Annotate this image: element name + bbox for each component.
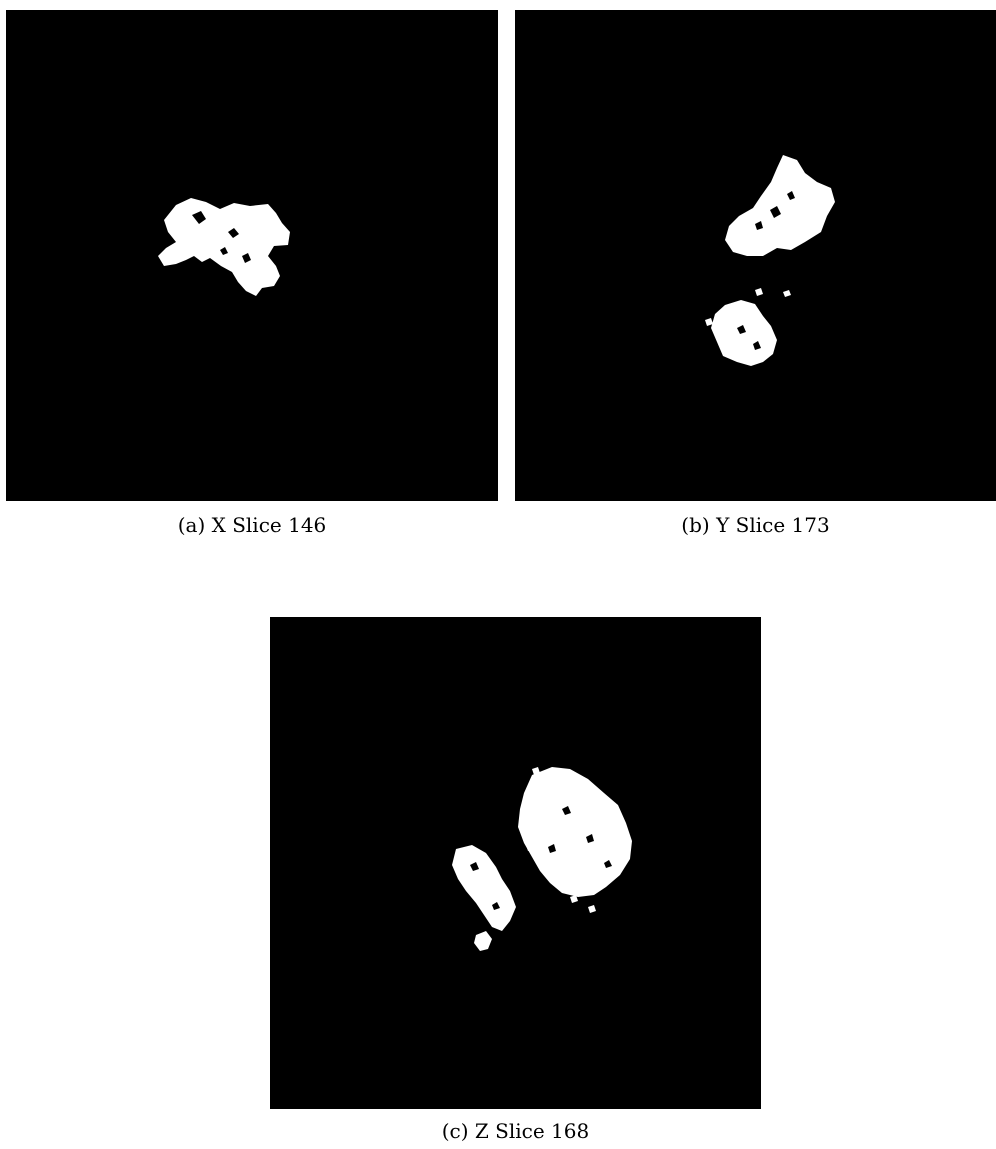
y-slice-lower-blob (711, 300, 777, 366)
z-slice-hole (604, 860, 612, 868)
y-slice-hole (755, 221, 763, 230)
y-slice-upper-blob (725, 155, 835, 256)
y-slice-hole (787, 191, 795, 200)
z-slice-small-blob (474, 931, 492, 951)
x-slice-hole (192, 211, 206, 224)
x-slice-hole (228, 228, 239, 238)
z-slice-hole (548, 844, 556, 853)
z-slice-right-blob (518, 767, 632, 897)
z-slice-hole (470, 862, 479, 871)
z-slice-left-blob (452, 845, 516, 931)
z-slice-hole (562, 806, 571, 815)
y-slice-mask (705, 155, 835, 366)
z-slice-speckle (570, 895, 578, 903)
z-slice-speckle (588, 905, 596, 913)
x-slice-hole (220, 247, 228, 255)
y-slice-speckle (783, 290, 791, 297)
y-slice-hole (770, 206, 781, 218)
z-slice-image (270, 617, 761, 1109)
x-slice-hole (242, 253, 251, 263)
y-slice-speckle (705, 318, 713, 326)
panel-a-caption: (a) X Slice 146 (177, 513, 327, 537)
y-slice-speckle (755, 288, 763, 296)
z-slice-mask (452, 767, 632, 951)
y-slice-hole (737, 325, 746, 334)
z-slice-hole (586, 834, 594, 843)
y-slice-image (515, 10, 996, 501)
panel-b-caption: (b) Y Slice 173 (681, 513, 830, 537)
z-slice-speckle (526, 843, 534, 851)
x-slice-mask (158, 198, 290, 296)
z-slice-speckle (532, 767, 540, 775)
panel-c-caption: (c) Z Slice 168 (441, 1119, 590, 1143)
y-slice-hole (753, 341, 761, 350)
z-slice-hole (492, 902, 500, 910)
x-slice-image (6, 10, 498, 501)
